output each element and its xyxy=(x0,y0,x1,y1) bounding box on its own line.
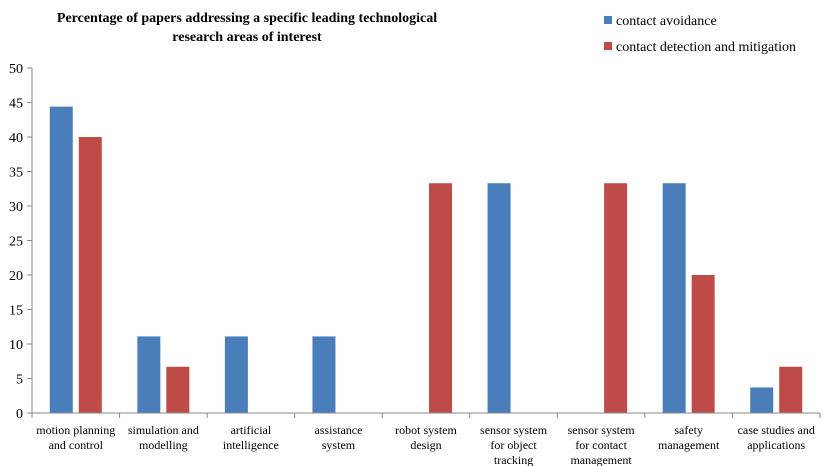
x-category-label: robot system design xyxy=(395,423,457,452)
bar-contact-avoidance xyxy=(137,336,161,413)
y-tick-label: 35 xyxy=(9,166,23,181)
x-category-label: sensor system for object tracking xyxy=(480,423,548,466)
bar-contact-detection xyxy=(604,183,628,413)
x-category-label: sensor system for contact management xyxy=(568,423,636,466)
y-tick-label: 15 xyxy=(9,304,23,319)
bar-contact-detection xyxy=(779,366,803,413)
chart-title-line-1: Percentage of papers addressing a specif… xyxy=(57,11,437,26)
y-tick-label: 40 xyxy=(9,131,23,146)
x-axis: motion planning and control simulation and… xyxy=(31,412,821,466)
y-tick-label: 5 xyxy=(16,373,23,388)
x-category-label: case studies and applications xyxy=(738,423,815,452)
bar-contact-avoidance xyxy=(750,387,774,413)
x-category-label: artificial intelligence xyxy=(223,423,279,452)
bar-contact-avoidance xyxy=(487,183,511,413)
y-tick-label: 10 xyxy=(9,338,23,353)
bar-contact-detection xyxy=(78,137,102,413)
legend-swatch-contact-detection xyxy=(604,42,612,50)
x-category-label: motion planning and control xyxy=(36,423,115,452)
legend-label-contact-avoidance: contact avoidance xyxy=(616,14,717,29)
y-tick-label: 0 xyxy=(16,407,23,422)
y-tick-label: 20 xyxy=(9,269,23,284)
chart-title-line-2: research areas of interest xyxy=(172,30,322,45)
bar-contact-avoidance xyxy=(312,336,336,413)
y-tick-label: 50 xyxy=(9,62,23,77)
legend-swatch-contact-avoidance xyxy=(604,16,612,24)
y-tick-label: 25 xyxy=(9,235,23,250)
x-category-label: assistance system xyxy=(314,423,362,452)
y-axis: 0 5 10 15 20 25 30 35 40 45 50 xyxy=(9,62,33,422)
bars xyxy=(49,106,803,413)
bar-contact-detection xyxy=(166,366,190,413)
bar-contact-avoidance xyxy=(662,183,686,413)
bar-contact-detection xyxy=(691,275,715,413)
bar-contact-avoidance xyxy=(49,106,73,413)
y-tick-label: 30 xyxy=(9,200,23,215)
x-category-label: simulation and modelling xyxy=(128,423,199,452)
bar-contact-avoidance xyxy=(224,336,248,413)
bar-contact-detection xyxy=(429,183,452,413)
y-tick-label: 45 xyxy=(9,97,23,112)
legend-label-contact-detection: contact detection and mitigation xyxy=(616,40,796,55)
x-category-label: safety management xyxy=(658,423,720,452)
